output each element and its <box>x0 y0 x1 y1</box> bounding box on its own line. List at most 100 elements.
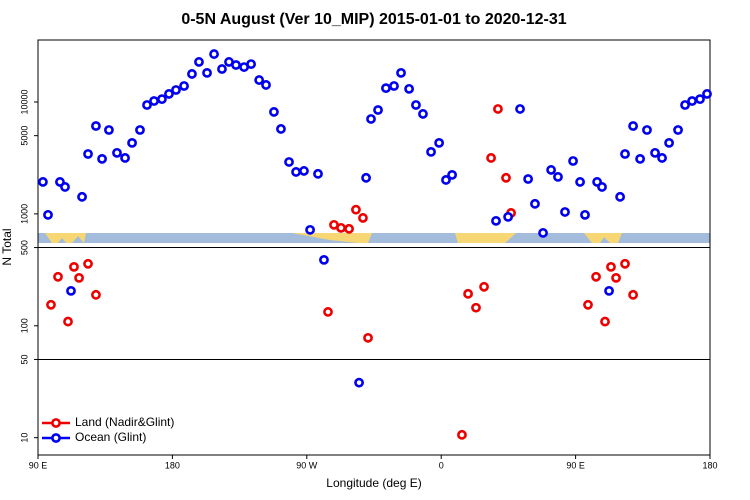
data-point <box>319 254 329 265</box>
data-point <box>447 169 458 180</box>
data-point <box>120 153 130 163</box>
data-point <box>600 316 610 327</box>
data-point <box>83 258 93 269</box>
y-tick-label: 10000 <box>19 89 29 114</box>
data-point <box>104 125 114 135</box>
y-tick-label: 1000 <box>19 204 29 224</box>
y-tick-label: 100 <box>19 318 29 333</box>
y-tick-label: 10 <box>19 433 29 443</box>
data-point <box>604 285 614 296</box>
data-point <box>83 149 93 159</box>
data-point <box>194 57 204 67</box>
data-point <box>628 289 638 300</box>
data-point <box>680 100 690 110</box>
data-point <box>171 85 181 95</box>
data-point <box>366 114 376 124</box>
data-point <box>209 49 219 59</box>
data-point <box>493 104 503 114</box>
data-point <box>503 211 514 222</box>
data-point <box>246 59 256 70</box>
data-point <box>606 261 616 272</box>
data-point <box>396 67 406 78</box>
data-point <box>568 156 578 166</box>
data-point <box>187 69 197 79</box>
data-point <box>217 64 227 74</box>
data-point <box>695 94 705 105</box>
data-point <box>687 96 697 106</box>
data-point <box>43 209 53 220</box>
data-point <box>591 271 601 282</box>
data-point <box>560 207 570 217</box>
data-point <box>127 137 137 148</box>
data-point <box>389 81 399 91</box>
data-point <box>463 288 473 299</box>
data-point <box>553 172 563 182</box>
data-point <box>354 377 364 388</box>
data-point <box>418 109 428 119</box>
land-mask-strip <box>38 233 710 243</box>
data-point <box>358 213 368 223</box>
y-tick-label: 50 <box>19 354 29 364</box>
data-point <box>299 166 309 176</box>
x-tick-label: 90 E <box>566 460 585 470</box>
data-point <box>323 307 333 317</box>
data-point <box>112 147 122 158</box>
data-point <box>261 80 271 90</box>
data-point <box>515 104 525 114</box>
data-point <box>231 60 241 70</box>
data-point <box>60 182 70 192</box>
legend-marker <box>51 418 61 428</box>
data-point <box>702 89 712 99</box>
data-point <box>63 316 73 327</box>
y-tick-label: 500 <box>19 240 29 255</box>
data-point <box>523 174 534 184</box>
data-point <box>313 168 323 179</box>
data-point <box>157 94 167 105</box>
x-tick-label: 180 <box>702 460 717 470</box>
data-point <box>628 121 638 131</box>
legend-label: Ocean (Glint) <box>75 430 146 444</box>
data-point <box>615 191 626 202</box>
data-point <box>336 222 346 233</box>
data-point <box>501 172 511 183</box>
data-point <box>546 165 557 175</box>
data-point <box>91 121 101 131</box>
data-point <box>149 96 159 106</box>
data-point <box>635 153 646 164</box>
data-point <box>411 100 421 110</box>
data-point <box>620 149 630 159</box>
y-axis-label: N Total <box>0 228 14 265</box>
data-point <box>164 89 174 99</box>
data-point <box>597 182 607 192</box>
data-point <box>441 175 451 185</box>
data-point <box>491 215 501 226</box>
x-axis-label: Longitude (deg E) <box>326 476 421 490</box>
data-point <box>373 105 383 115</box>
data-point <box>344 223 354 234</box>
data-point <box>269 107 279 117</box>
data-point <box>142 100 152 110</box>
data-point <box>254 75 265 85</box>
chart-title: 0-5N August (Ver 10_MIP) 2015-01-01 to 2… <box>181 11 566 28</box>
data-point <box>351 204 361 215</box>
data-point <box>305 224 315 235</box>
data-point <box>363 332 373 343</box>
data-point <box>583 299 593 310</box>
data-point <box>53 271 63 282</box>
data-point <box>46 299 56 310</box>
data-point <box>657 153 667 163</box>
data-point <box>673 125 683 135</box>
data-point <box>620 258 630 269</box>
data-point <box>77 191 87 202</box>
data-point <box>479 281 489 292</box>
data-point <box>611 272 621 283</box>
data-point <box>580 209 590 220</box>
data-point <box>284 157 294 167</box>
legend-marker <box>51 433 61 443</box>
data-point <box>650 147 660 158</box>
data-point <box>434 137 445 148</box>
data-point <box>486 153 496 163</box>
data-point <box>538 228 548 238</box>
data-point <box>361 172 371 183</box>
